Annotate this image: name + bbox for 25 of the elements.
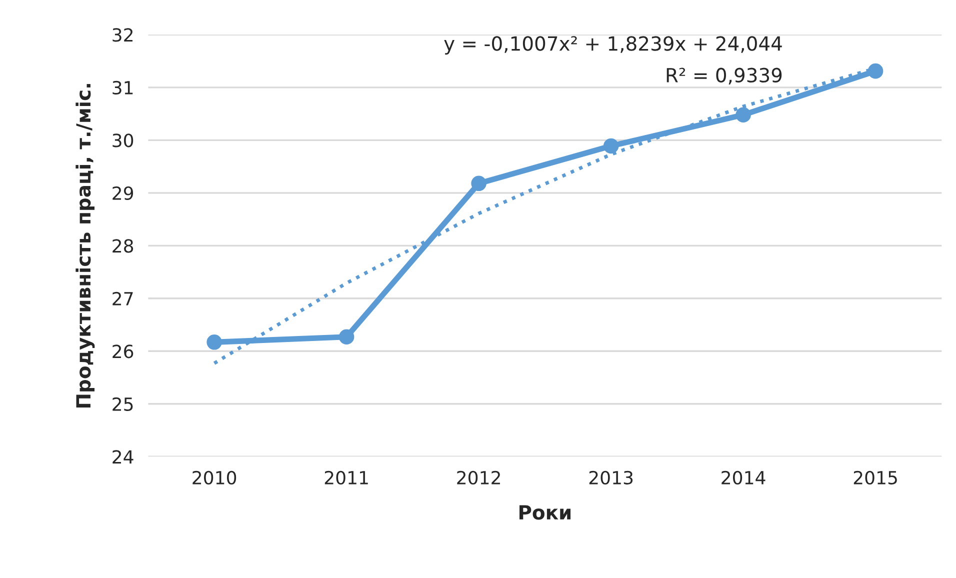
annotation: R² = 0,9339 <box>666 68 782 84</box>
y-tick-label: 31 <box>112 80 133 95</box>
y-tick-label: 29 <box>112 186 134 200</box>
x-tick-label: 2014 <box>722 470 766 484</box>
x-tick-label: 2015 <box>854 470 897 484</box>
point <box>868 63 884 79</box>
x-tick-label: 2010 <box>192 470 236 484</box>
y-tick-label: 28 <box>112 239 134 253</box>
point <box>736 107 751 122</box>
x-axis-title: Роки <box>519 505 570 520</box>
y-tick-label: 27 <box>112 292 133 306</box>
y-tick-label: 32 <box>112 28 132 42</box>
y-tick-label: 26 <box>112 344 134 358</box>
point <box>471 176 486 192</box>
point <box>206 334 222 350</box>
x-tick-label: 2012 <box>457 470 500 484</box>
y-axis-title: Продуктивність праці, т./міс. <box>76 84 95 408</box>
y-tick-label: 30 <box>112 134 134 148</box>
y-tick-label: 25 <box>112 397 133 411</box>
point <box>603 138 619 154</box>
y-tick-label: 24 <box>112 450 134 464</box>
x-tick-label: 2013 <box>589 470 633 484</box>
x-tick-label: 2011 <box>324 470 368 484</box>
annotation: y = -0,1007x² + 1,8239x + 24,044 <box>444 36 782 55</box>
point <box>338 329 354 345</box>
